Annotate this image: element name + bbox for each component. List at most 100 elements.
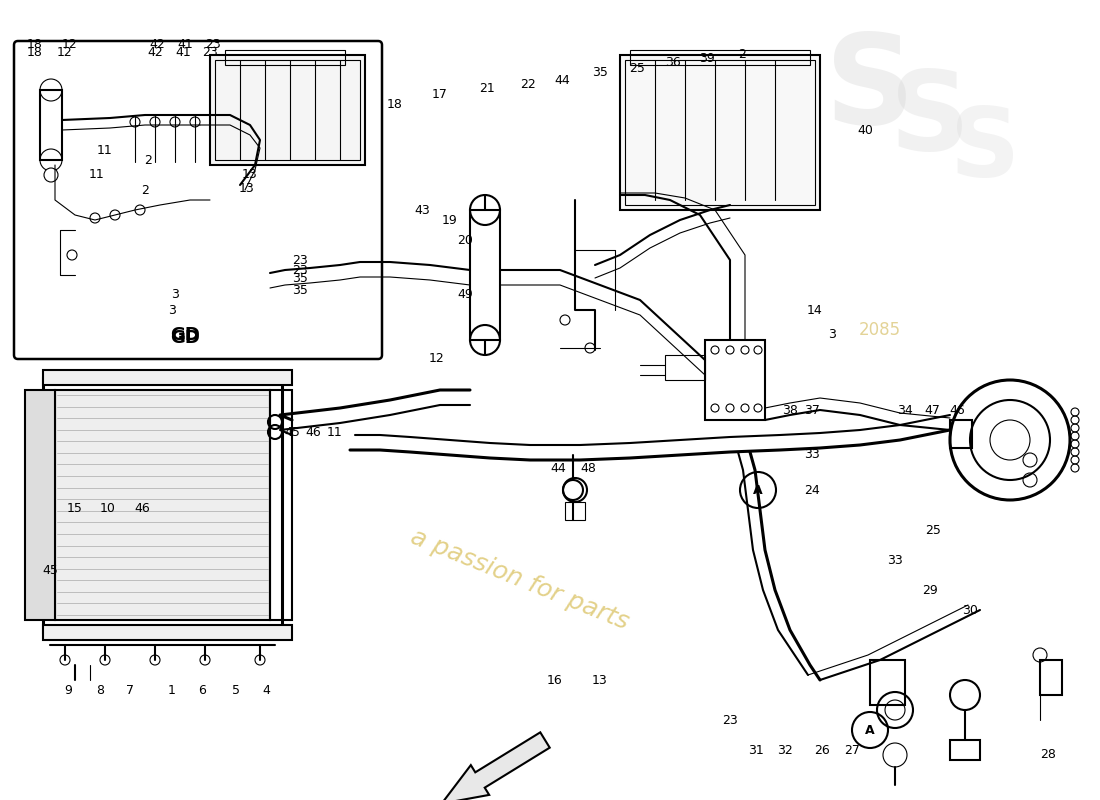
Text: 48: 48: [580, 462, 596, 474]
Bar: [870, 660, 905, 705]
Text: 37: 37: [804, 403, 820, 417]
Text: 14: 14: [807, 303, 823, 317]
Bar: [705, 340, 764, 420]
Text: 8: 8: [96, 683, 104, 697]
Text: 41: 41: [175, 46, 191, 59]
Text: 2: 2: [144, 154, 152, 166]
Bar: [43, 370, 292, 385]
Bar: [210, 55, 365, 165]
Text: 13: 13: [592, 674, 608, 686]
Text: 46: 46: [134, 502, 150, 514]
Text: 1: 1: [168, 683, 176, 697]
FancyArrow shape: [442, 732, 550, 800]
Text: 24: 24: [804, 483, 820, 497]
Text: 27: 27: [844, 743, 860, 757]
Text: 6: 6: [198, 683, 206, 697]
Bar: [40, 90, 62, 160]
Text: 38: 38: [782, 403, 797, 417]
Text: 18: 18: [28, 46, 43, 59]
Text: 42: 42: [147, 46, 163, 59]
Text: A: A: [754, 483, 762, 497]
Bar: [55, 390, 270, 620]
Text: 23: 23: [202, 46, 218, 59]
Bar: [43, 378, 282, 632]
Text: 33: 33: [804, 449, 820, 462]
Text: 29: 29: [922, 583, 938, 597]
Text: 45: 45: [284, 426, 300, 438]
Text: 28: 28: [1041, 749, 1056, 762]
Text: 2: 2: [141, 183, 149, 197]
Text: 40: 40: [857, 123, 873, 137]
Bar: [214, 60, 360, 160]
Text: 45: 45: [42, 563, 58, 577]
Text: 44: 44: [554, 74, 570, 86]
Text: 15: 15: [67, 502, 82, 514]
Bar: [565, 502, 585, 520]
Text: 35: 35: [293, 283, 308, 297]
Text: 3: 3: [172, 289, 179, 302]
Text: 13: 13: [239, 182, 255, 194]
Text: 31: 31: [748, 743, 763, 757]
Text: 5: 5: [232, 683, 240, 697]
Text: 17: 17: [432, 89, 448, 102]
Text: 23: 23: [205, 38, 221, 51]
Text: 49: 49: [458, 289, 473, 302]
Text: 7: 7: [126, 683, 134, 697]
Text: GD: GD: [170, 329, 200, 347]
Text: 23: 23: [293, 254, 308, 266]
Text: 16: 16: [547, 674, 563, 686]
Text: E: E: [92, 537, 168, 643]
Bar: [226, 50, 345, 65]
Text: 3: 3: [828, 329, 836, 342]
Text: 19: 19: [442, 214, 458, 226]
Text: 21: 21: [480, 82, 495, 94]
Bar: [270, 390, 292, 620]
Text: 25: 25: [925, 523, 940, 537]
Text: 35: 35: [592, 66, 608, 79]
Bar: [1040, 660, 1062, 695]
Text: 11: 11: [327, 426, 343, 438]
Text: 26: 26: [814, 743, 829, 757]
Text: GD: GD: [170, 326, 200, 344]
Text: 46: 46: [949, 403, 965, 417]
Text: 42: 42: [150, 38, 165, 51]
Bar: [950, 740, 980, 760]
Text: 2085: 2085: [859, 321, 901, 339]
Text: 23: 23: [293, 263, 308, 277]
Text: 23: 23: [722, 714, 738, 726]
Text: A: A: [866, 723, 874, 737]
Bar: [625, 60, 815, 205]
Text: S: S: [950, 103, 1020, 197]
Bar: [630, 50, 810, 65]
Text: 34: 34: [898, 403, 913, 417]
Text: 35: 35: [293, 271, 308, 285]
Text: 22: 22: [520, 78, 536, 91]
Text: 33: 33: [887, 554, 903, 566]
Text: 10: 10: [100, 502, 116, 514]
Text: S: S: [825, 30, 915, 150]
Bar: [470, 210, 500, 340]
Text: 20: 20: [458, 234, 473, 246]
Text: 2: 2: [738, 49, 746, 62]
Text: 32: 32: [777, 743, 793, 757]
Text: 43: 43: [414, 203, 430, 217]
FancyBboxPatch shape: [14, 41, 382, 359]
Text: 3: 3: [168, 303, 176, 317]
Text: 12: 12: [429, 351, 444, 365]
Text: 12: 12: [62, 38, 78, 51]
Text: 18: 18: [28, 38, 43, 51]
Bar: [950, 420, 972, 448]
Text: 41: 41: [177, 38, 192, 51]
Text: 11: 11: [97, 143, 113, 157]
Text: a passion for parts: a passion for parts: [407, 525, 632, 635]
Circle shape: [44, 168, 58, 182]
Bar: [43, 625, 292, 640]
Bar: [666, 355, 705, 380]
Text: S: S: [890, 66, 970, 174]
Text: 11: 11: [89, 169, 104, 182]
Text: 9: 9: [64, 683, 72, 697]
Bar: [620, 55, 820, 210]
Text: 30: 30: [962, 603, 978, 617]
Bar: [25, 390, 55, 620]
Text: 4: 4: [262, 683, 270, 697]
